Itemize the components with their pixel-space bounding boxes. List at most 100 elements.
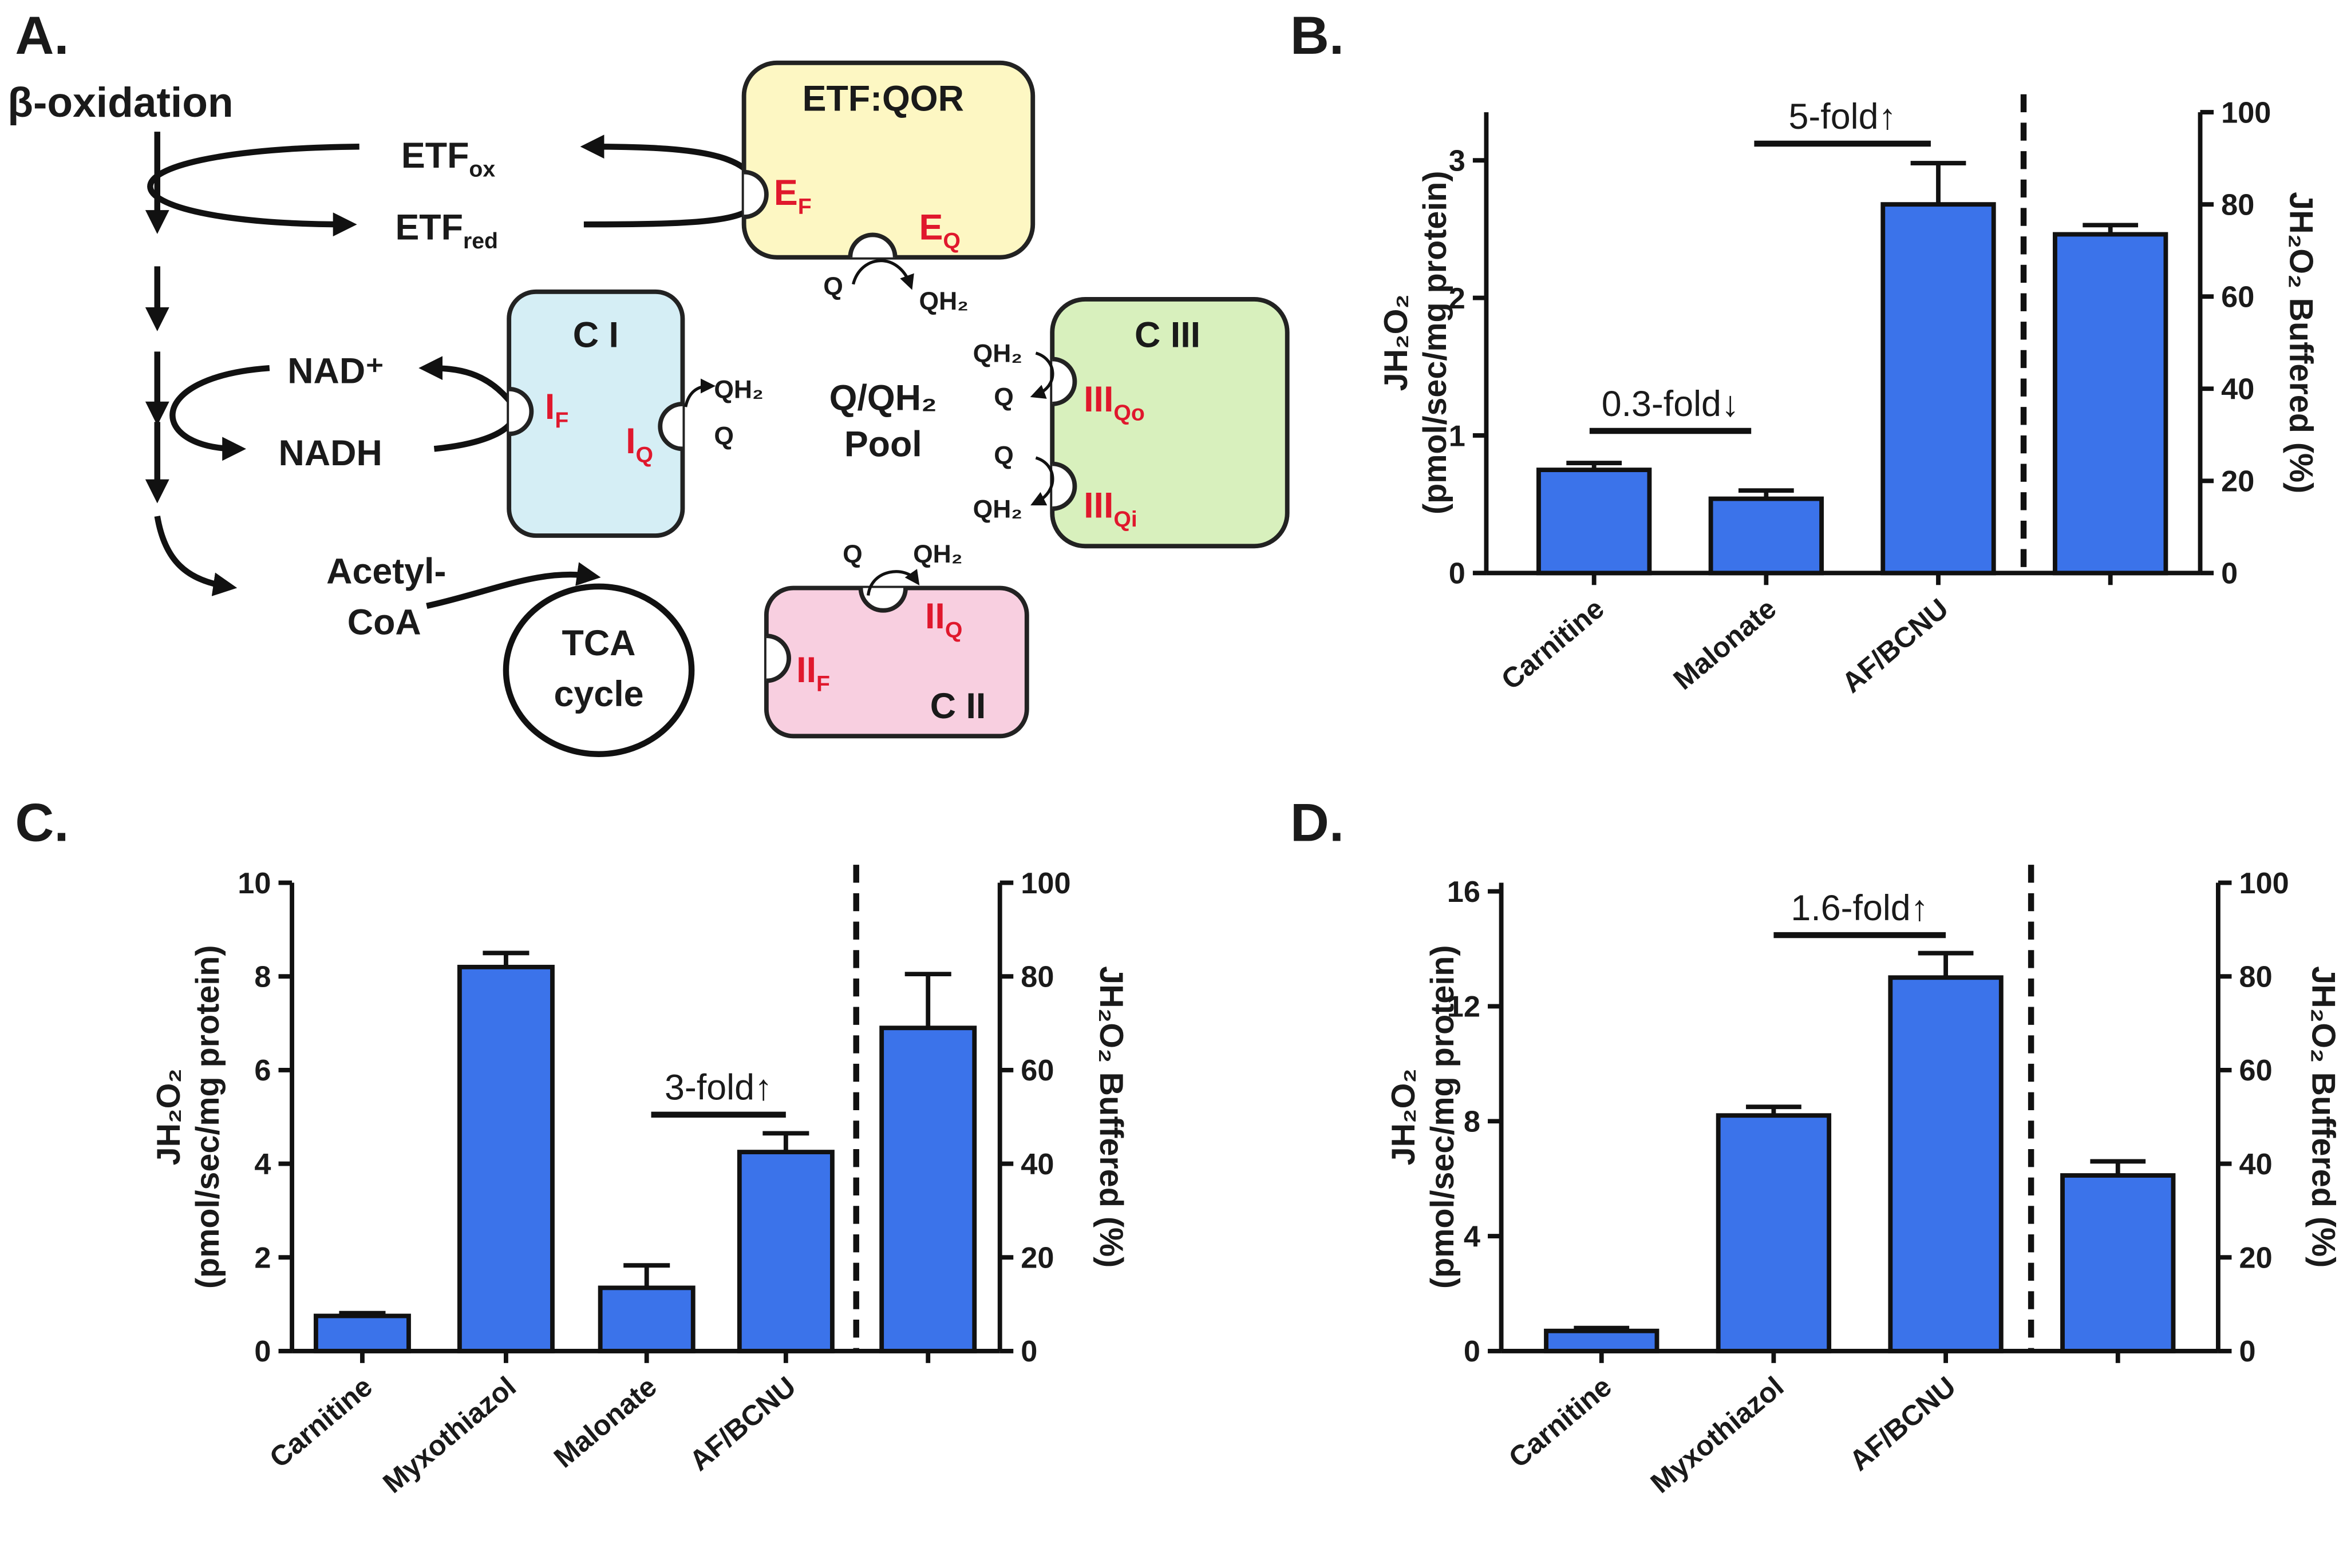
panel-label: B.: [1290, 5, 1344, 65]
arrow: [867, 569, 920, 596]
y2-tick-label: 20: [1021, 1242, 1054, 1275]
q-label: Q: [843, 540, 863, 568]
arrow: [154, 516, 238, 596]
y-tick-label: 8: [1464, 1106, 1480, 1139]
x-tick-label: AF/BCNU: [1836, 592, 1954, 699]
arrow: [169, 365, 270, 461]
y2-tick-label: 80: [2239, 961, 2273, 994]
panel-label: C.: [15, 792, 69, 852]
tca-circle: [503, 583, 695, 757]
site-label: IIF: [796, 650, 830, 696]
qh2-label: QH₂: [973, 340, 1022, 368]
y2-tick-label: 0: [2221, 557, 2238, 591]
etf-ox: ETFox: [401, 136, 495, 182]
y-tick-label: 2: [1449, 282, 1465, 315]
connector: [433, 418, 515, 452]
x-tick-label: AF/BCNU: [1843, 1370, 1962, 1477]
bar: [1716, 1113, 1832, 1353]
connector: [583, 197, 759, 228]
y2-tick-label: 40: [2239, 1148, 2273, 1181]
bar: [737, 1150, 835, 1353]
arrow: [1030, 456, 1054, 506]
nadh: NADH: [279, 433, 382, 473]
tca-label: TCA: [562, 623, 636, 663]
q-label: Q: [994, 383, 1014, 411]
qh2-label: QH₂: [913, 540, 962, 568]
y2-tick-label: 100: [1021, 867, 1070, 900]
y2-tick-label: 40: [1021, 1148, 1054, 1181]
tca-label: cycle: [554, 674, 644, 714]
y-axis-label: JH₂O₂: [1385, 1068, 1422, 1165]
y-tick-label: 0: [1449, 557, 1465, 591]
y2-tick-label: 60: [2239, 1054, 2273, 1087]
arrow: [851, 259, 914, 290]
bar: [1536, 468, 1652, 576]
y2-tick-label: 40: [2221, 373, 2254, 406]
x-tick-label: Carnitine: [263, 1370, 378, 1474]
x-tick-label: AF/BCNU: [683, 1370, 802, 1477]
arrow: [418, 356, 515, 406]
site-label: IIIQo: [1084, 379, 1145, 426]
y2-axis-label: JH₂O₂ Buffered (%): [2282, 192, 2319, 493]
notch: [744, 169, 769, 220]
y-tick-label: 6: [254, 1054, 271, 1087]
annotation: 1.6-fold↑: [1791, 888, 1929, 928]
site-label: IIIQi: [1084, 486, 1137, 532]
box-label: C III: [1135, 315, 1200, 355]
x-tick-label: Malonate: [548, 1370, 663, 1474]
site-label: IQ: [626, 421, 653, 468]
site-label: IIQ: [925, 596, 962, 643]
y-tick-label: 4: [1464, 1220, 1480, 1253]
site-label: EQ: [919, 207, 961, 254]
y2-tick-label: 80: [1021, 961, 1054, 994]
arrow: [1030, 351, 1054, 399]
y-axis-label: JH₂O₂: [1378, 294, 1414, 391]
arrow: [684, 378, 716, 407]
y2-tick-label: 0: [1021, 1335, 1037, 1368]
bar: [879, 1025, 977, 1353]
acetyl-label: CoA: [347, 603, 421, 643]
annotation: 0.3-fold↓: [1602, 384, 1740, 424]
annotation: 3-fold↑: [665, 1068, 772, 1108]
y-axis-label: (pmol/sec/mg protein): [189, 945, 226, 1289]
bar: [1880, 202, 1996, 576]
diagram: A. β-oxidation ETF:QOR EF EQ Q QH₂ ETFox…: [7, 5, 1290, 757]
y2-axis-label: JH₂O₂ Buffered (%): [2305, 966, 2342, 1268]
box-label: C II: [930, 686, 986, 726]
panel-label: D.: [1290, 792, 1344, 852]
y-tick-label: 4: [254, 1148, 271, 1181]
y2-tick-label: 20: [2221, 465, 2254, 498]
bar: [2053, 232, 2168, 576]
qh2-label: QH₂: [714, 375, 763, 403]
acetyl-label: Acetyl-: [326, 552, 446, 592]
y2-tick-label: 60: [2221, 280, 2254, 314]
x-tick-label: Carnitine: [1495, 592, 1610, 696]
y2-tick-label: 100: [2221, 96, 2271, 129]
pool-label: Pool: [844, 424, 922, 464]
notch: [858, 588, 908, 613]
nad: NAD⁺: [287, 351, 384, 391]
bar: [1708, 496, 1824, 576]
notch: [1052, 357, 1077, 406]
y-tick-label: 0: [1464, 1335, 1480, 1368]
notch: [1052, 461, 1077, 511]
bar: [1544, 1328, 1660, 1353]
x-tick-label: Myxothiazol: [377, 1370, 522, 1499]
pool-label: Q/QH₂: [829, 378, 937, 418]
y-tick-label: 12: [1447, 991, 1480, 1024]
site-label: IF: [545, 387, 568, 433]
bar: [2060, 1173, 2176, 1353]
notch: [766, 633, 791, 683]
y-axis-label: (pmol/sec/mg protein): [1417, 171, 1453, 514]
panel-label: A.: [15, 5, 69, 65]
y2-tick-label: 80: [2221, 188, 2254, 221]
y-tick-label: 1: [1449, 419, 1465, 453]
bar: [1888, 975, 2004, 1353]
x-tick-label: Carnitine: [1503, 1370, 1618, 1474]
y2-tick-label: 60: [1021, 1054, 1054, 1087]
y-tick-label: 0: [254, 1335, 271, 1368]
etf-red: ETFred: [395, 207, 498, 254]
notch: [848, 232, 898, 258]
box-label: ETF:QOR: [803, 78, 964, 118]
